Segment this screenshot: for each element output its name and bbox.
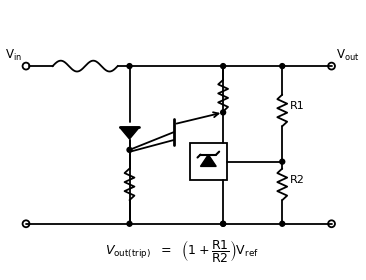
Circle shape <box>127 64 132 69</box>
Text: $V_{\rm out(trip)}$  $=$  $\left(1+\dfrac{\rm R1}{\rm R2}\right)V_{\rm ref}$: $V_{\rm out(trip)}$ $=$ $\left(1+\dfrac{… <box>105 238 259 264</box>
Circle shape <box>280 64 285 69</box>
Circle shape <box>221 110 225 115</box>
Circle shape <box>127 147 132 152</box>
Circle shape <box>221 64 225 69</box>
Circle shape <box>280 221 285 226</box>
Circle shape <box>221 221 225 226</box>
Text: R2: R2 <box>290 175 305 185</box>
Bar <box>190 143 227 180</box>
Circle shape <box>280 159 285 164</box>
Text: R1: R1 <box>290 101 305 111</box>
Polygon shape <box>201 155 216 166</box>
Text: V$_{\rm out}$: V$_{\rm out}$ <box>336 48 360 63</box>
Polygon shape <box>120 127 139 139</box>
Circle shape <box>221 221 225 226</box>
Text: V$_{\rm in}$: V$_{\rm in}$ <box>5 48 22 63</box>
Circle shape <box>127 221 132 226</box>
